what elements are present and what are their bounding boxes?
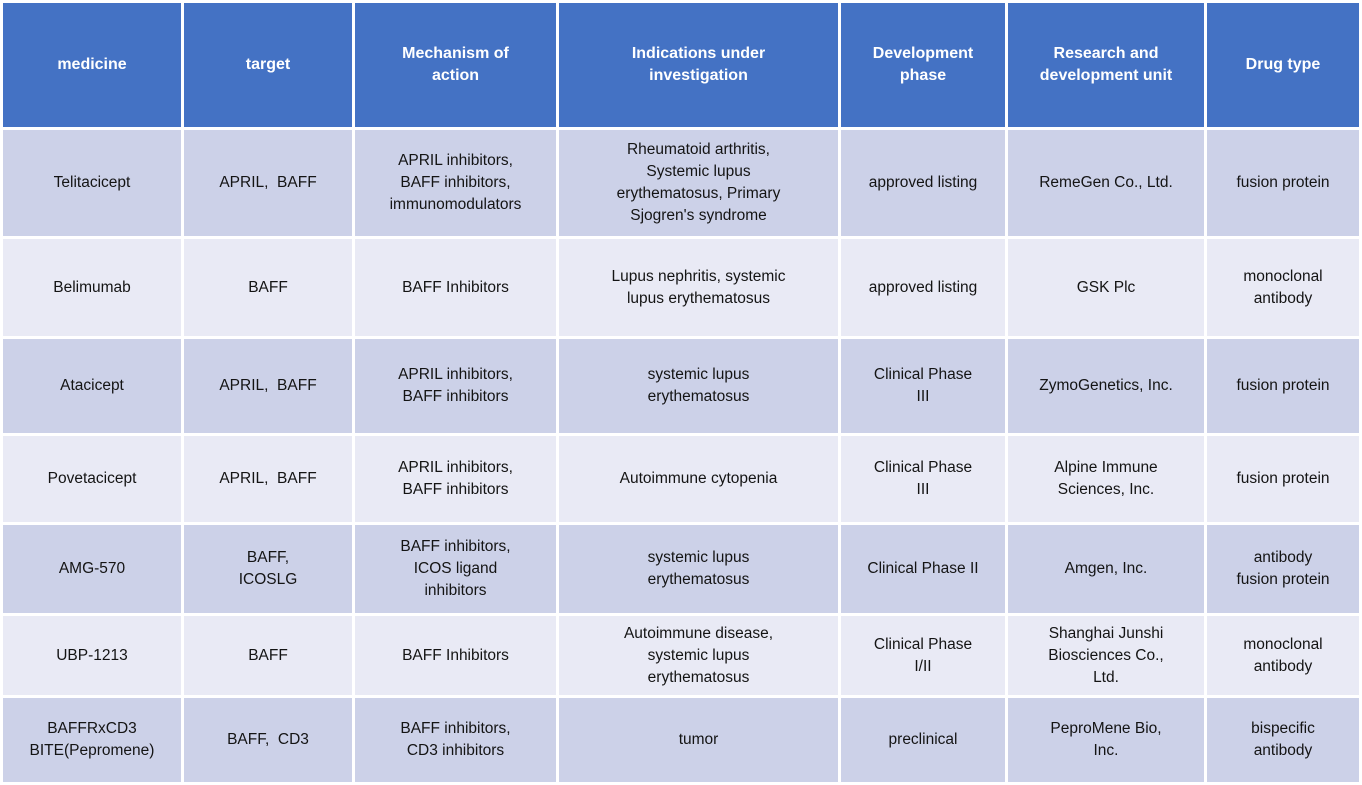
cell-medicine: AMG-570 [3, 525, 181, 613]
cell-drug-type: fusion protein [1207, 436, 1359, 522]
cell-development-phase: approved listing [841, 130, 1005, 236]
cell-drug-type: monoclonal antibody [1207, 239, 1359, 336]
cell-drug-type: monoclonal antibody [1207, 616, 1359, 695]
cell-rd-unit: PeproMene Bio, Inc. [1008, 698, 1204, 782]
column-header-medicine: medicine [3, 3, 181, 127]
table-row-telitacicept: Telitacicept APRIL, BAFF APRIL inhibitor… [3, 130, 1359, 236]
column-header-drug-type: Drug type [1207, 3, 1359, 127]
cell-mechanism: BAFF Inhibitors [355, 616, 556, 695]
cell-development-phase: Clinical Phase III [841, 339, 1005, 433]
cell-medicine: UBP-1213 [3, 616, 181, 695]
cell-indications: tumor [559, 698, 838, 782]
cell-mechanism: APRIL inhibitors, BAFF inhibitors [355, 339, 556, 433]
cell-rd-unit: Shanghai Junshi Biosciences Co., Ltd. [1008, 616, 1204, 695]
cell-indications: systemic lupus erythematosus [559, 525, 838, 613]
column-header-mechanism: Mechanism of action [355, 3, 556, 127]
cell-target: APRIL, BAFF [184, 339, 352, 433]
cell-drug-type: fusion protein [1207, 130, 1359, 236]
cell-rd-unit: Amgen, Inc. [1008, 525, 1204, 613]
cell-development-phase: preclinical [841, 698, 1005, 782]
cell-development-phase: Clinical Phase I/II [841, 616, 1005, 695]
cell-target: BAFF [184, 239, 352, 336]
cell-target: BAFF, CD3 [184, 698, 352, 782]
cell-indications: Autoimmune disease, systemic lupus eryth… [559, 616, 838, 695]
cell-target: BAFF, ICOSLG [184, 525, 352, 613]
cell-target: APRIL, BAFF [184, 130, 352, 236]
column-header-development-phase: Development phase [841, 3, 1005, 127]
cell-development-phase: Clinical Phase II [841, 525, 1005, 613]
column-header-indications: Indications under investigation [559, 3, 838, 127]
cell-medicine: Povetacicept [3, 436, 181, 522]
cell-target: BAFF [184, 616, 352, 695]
header-row: medicine target Mechanism of action Indi… [3, 3, 1359, 127]
cell-rd-unit: RemeGen Co., Ltd. [1008, 130, 1204, 236]
cell-mechanism: APRIL inhibitors, BAFF inhibitors [355, 436, 556, 522]
cell-medicine: Atacicept [3, 339, 181, 433]
cell-drug-type: antibody fusion protein [1207, 525, 1359, 613]
cell-indications: Autoimmune cytopenia [559, 436, 838, 522]
cell-mechanism: BAFF inhibitors, ICOS ligand inhibitors [355, 525, 556, 613]
cell-development-phase: approved listing [841, 239, 1005, 336]
cell-rd-unit: GSK Plc [1008, 239, 1204, 336]
cell-medicine: Belimumab [3, 239, 181, 336]
cell-drug-type: bispecific antibody [1207, 698, 1359, 782]
table-row-amg-570: AMG-570 BAFF, ICOSLG BAFF inhibitors, IC… [3, 525, 1359, 613]
cell-rd-unit: ZymoGenetics, Inc. [1008, 339, 1204, 433]
cell-development-phase: Clinical Phase III [841, 436, 1005, 522]
cell-medicine: BAFFRxCD3 BITE(Pepromene) [3, 698, 181, 782]
table-row-povetacicept: Povetacicept APRIL, BAFF APRIL inhibitor… [3, 436, 1359, 522]
cell-mechanism: BAFF Inhibitors [355, 239, 556, 336]
table-row-belimumab: Belimumab BAFF BAFF Inhibitors Lupus nep… [3, 239, 1359, 336]
cell-mechanism: APRIL inhibitors, BAFF inhibitors, immun… [355, 130, 556, 236]
cell-indications: Rheumatoid arthritis, Systemic lupus ery… [559, 130, 838, 236]
cell-medicine: Telitacicept [3, 130, 181, 236]
cell-drug-type: fusion protein [1207, 339, 1359, 433]
cell-indications: Lupus nephritis, systemic lupus erythema… [559, 239, 838, 336]
table-row-ubp-1213: UBP-1213 BAFF BAFF Inhibitors Autoimmune… [3, 616, 1359, 695]
cell-mechanism: BAFF inhibitors, CD3 inhibitors [355, 698, 556, 782]
table-row-baffrxcd3-bite: BAFFRxCD3 BITE(Pepromene) BAFF, CD3 BAFF… [3, 698, 1359, 782]
column-header-rd-unit: Research and development unit [1008, 3, 1204, 127]
column-header-target: target [184, 3, 352, 127]
cell-rd-unit: Alpine Immune Sciences, Inc. [1008, 436, 1204, 522]
cell-target: APRIL, BAFF [184, 436, 352, 522]
cell-indications: systemic lupus erythematosus [559, 339, 838, 433]
table-row-atacicept: Atacicept APRIL, BAFF APRIL inhibitors, … [3, 339, 1359, 433]
